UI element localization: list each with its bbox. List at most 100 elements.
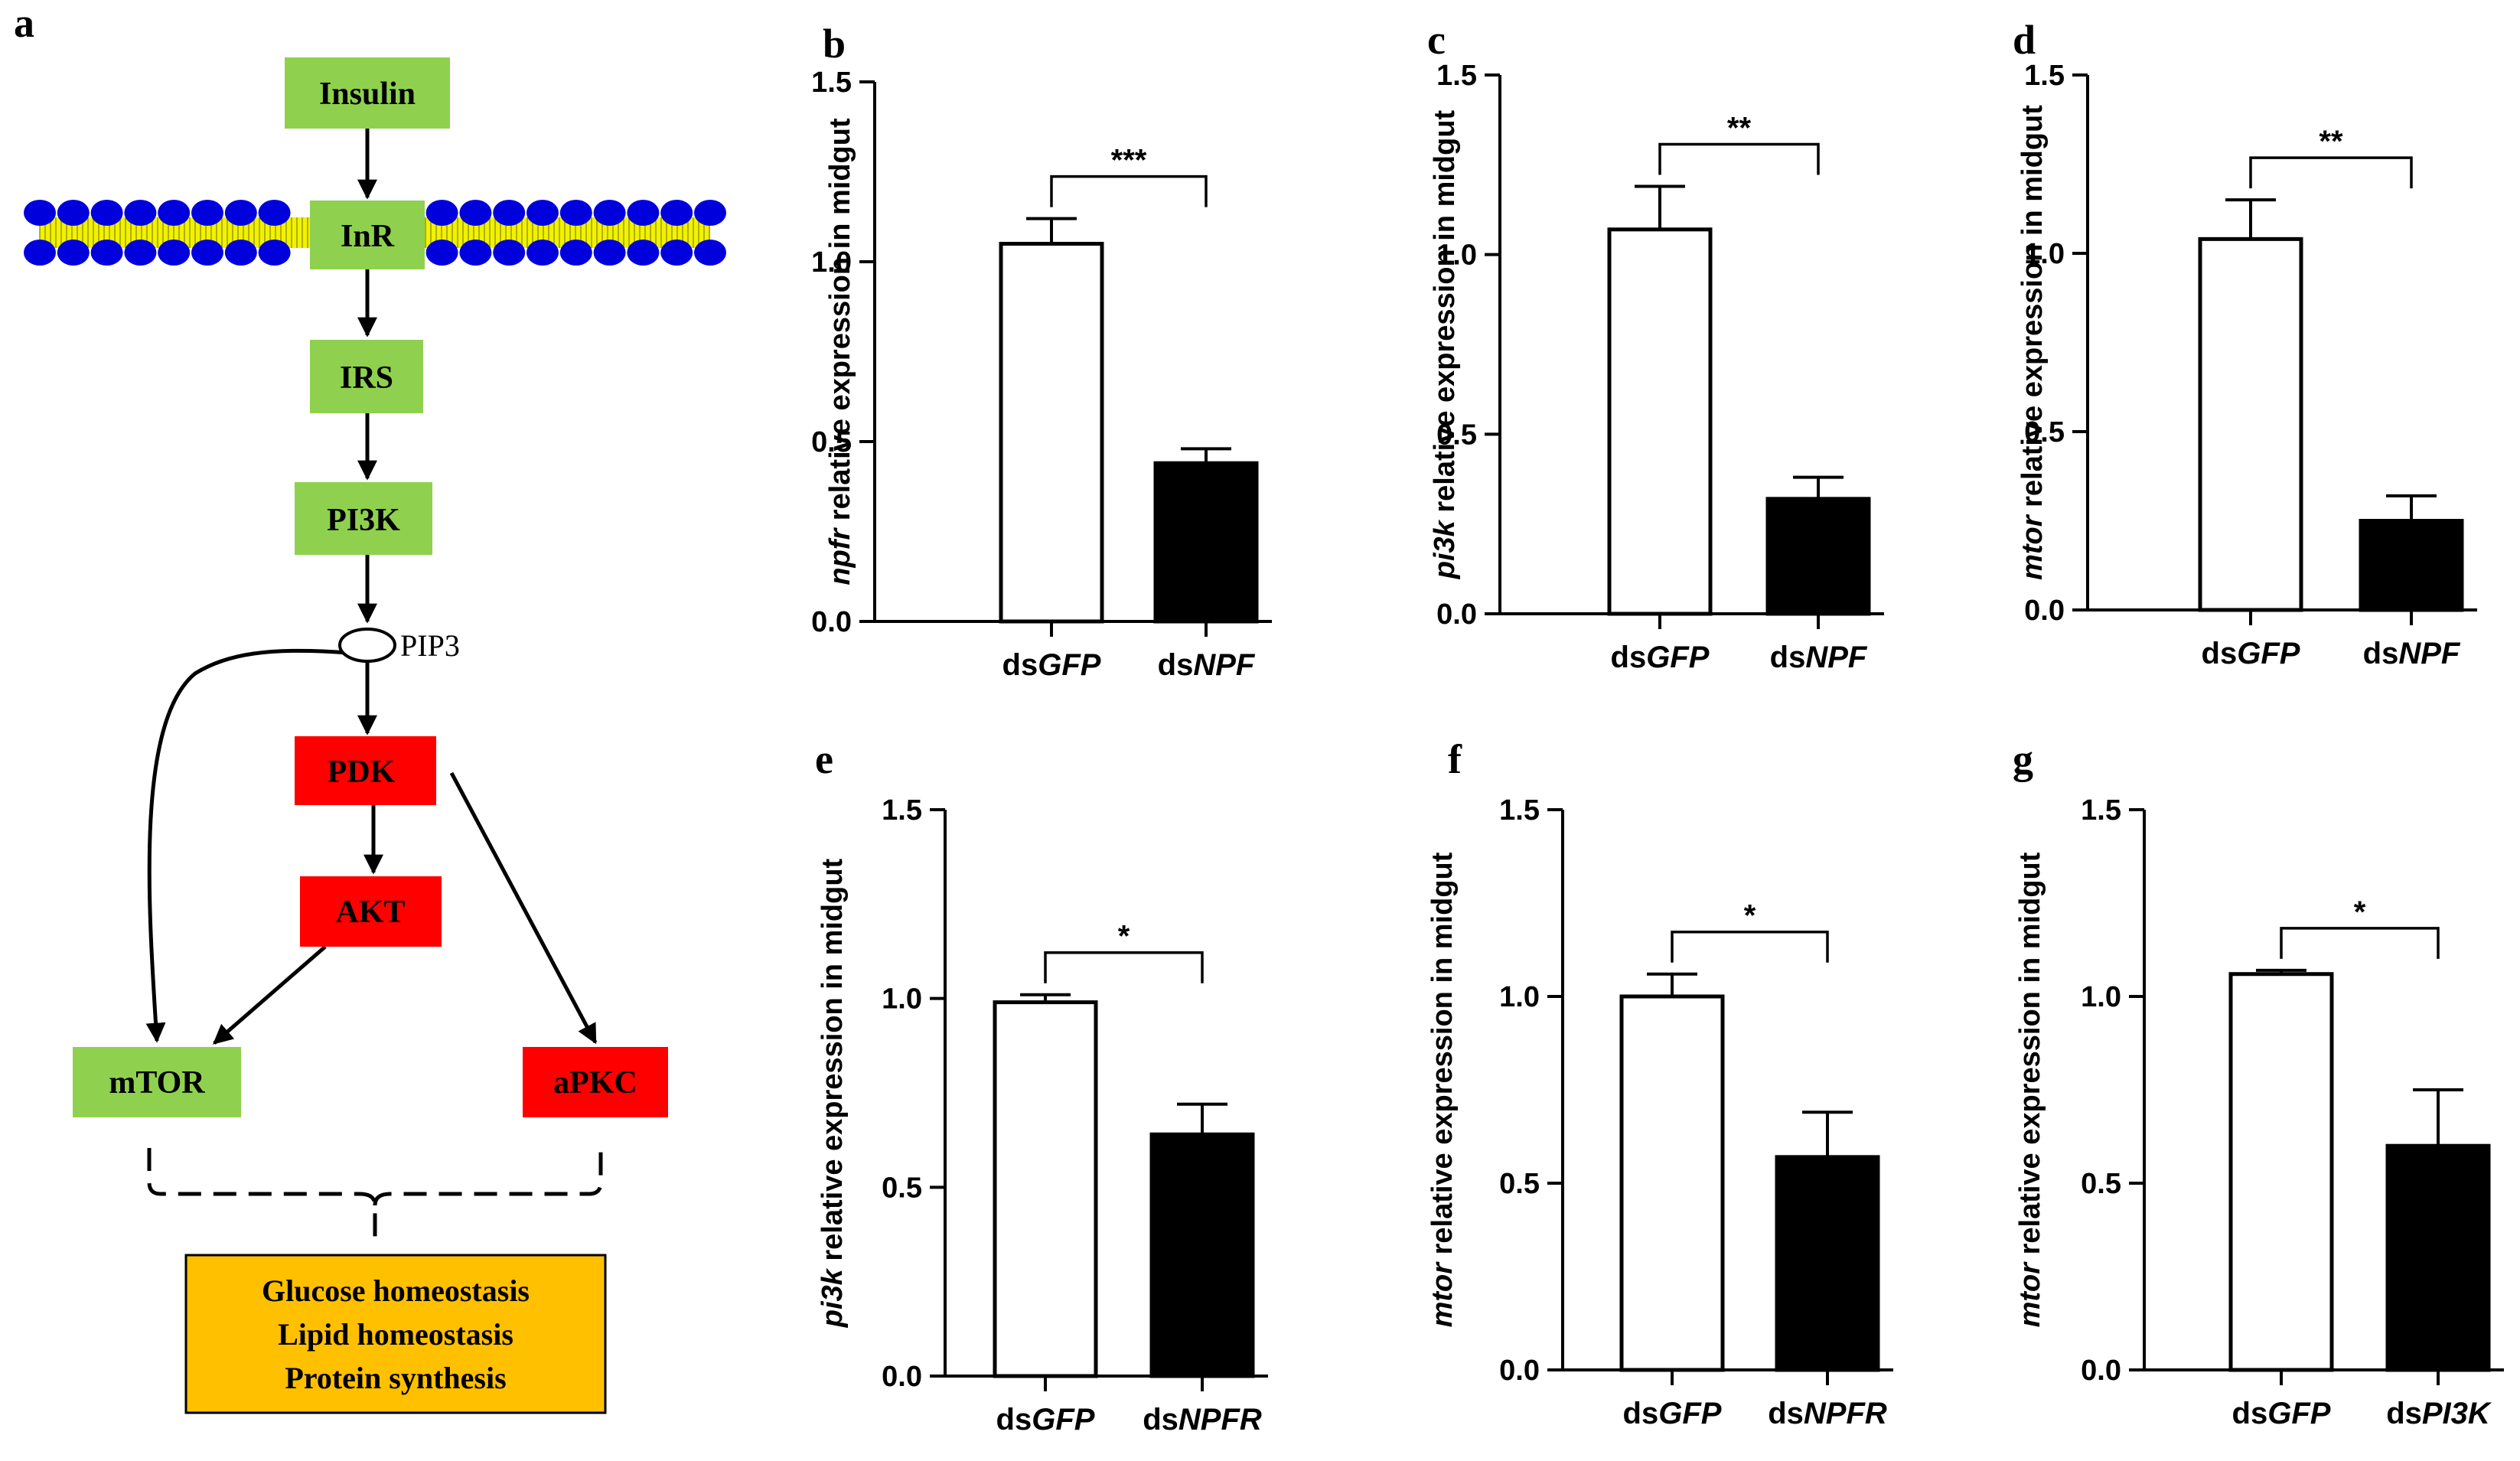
- lipid-head-top: [158, 200, 191, 226]
- node-inr: InR: [310, 201, 425, 269]
- dashed-bracket: [147, 1148, 603, 1244]
- bar-npf: [1765, 497, 1871, 616]
- x-tick-label: dsNPFR: [1143, 1403, 1262, 1437]
- panel-letter-g: g: [2013, 736, 2033, 782]
- node-irs-label: IRS: [340, 360, 393, 396]
- node-insulin: Insulin: [285, 57, 450, 129]
- node-pdk: PDK: [295, 736, 436, 805]
- panel-letter-f: f: [1448, 736, 1462, 782]
- node-akt: AKT: [300, 876, 442, 947]
- lipid-head-top: [660, 200, 693, 226]
- x-tick-label: dsPI3K: [2386, 1397, 2492, 1430]
- y-tick-label: 1.5: [811, 67, 852, 99]
- y-tick-label: 0.5: [2024, 416, 2065, 448]
- bar-pi3k: [2385, 1143, 2491, 1372]
- x-tick-label: dsNPF: [2363, 637, 2461, 670]
- significance-label: *: [1744, 899, 1756, 933]
- panel-letter-d: d: [2013, 17, 2036, 63]
- significance-label: **: [2319, 125, 2343, 158]
- lipid-head-bottom: [191, 240, 223, 266]
- node-akt-label: AKT: [335, 895, 405, 930]
- outcome-box: Glucose homeostasis Lipid homeostasis Pr…: [184, 1254, 607, 1414]
- y-tick-label: 1.5: [2081, 794, 2121, 827]
- panel-letter-b: b: [823, 21, 846, 67]
- significance-label: *: [1118, 920, 1130, 954]
- y-tick-label: 0.5: [882, 1172, 922, 1204]
- chart-g: g 0.0 0.5 1.0 1.5 mtor relative expression in…: [2013, 736, 2504, 1430]
- y-tick-label: 1.0: [882, 983, 922, 1016]
- y-tick-label: 0.0: [2081, 1355, 2121, 1387]
- lipid-head-top: [593, 200, 626, 226]
- x-tick-label: dsGFP: [1002, 648, 1101, 682]
- node-apkc-label: aPKC: [553, 1065, 637, 1101]
- y-tick-label: 1.5: [1436, 60, 1477, 92]
- panel-letter-e: e: [815, 736, 833, 782]
- bar-gfp: [993, 1000, 1098, 1378]
- y-tick-label: 1.5: [1499, 794, 1540, 827]
- y-axis-label: mtor relative expression in midgut: [2016, 105, 2049, 580]
- node-pip3: PIP3: [338, 628, 460, 663]
- lipid-head-top: [57, 200, 90, 226]
- chart-c: c 0.0 0.5 1.0 1.5 pi3k relative expression in…: [1427, 17, 1884, 674]
- significance-label: **: [1727, 111, 1752, 145]
- pathway-arrows: [145, 129, 598, 1045]
- lipid-head-bottom: [660, 240, 693, 266]
- y-tick-label: 0.5: [1499, 1168, 1540, 1200]
- lipid-head-bottom: [526, 240, 559, 266]
- y-tick-label: 0.5: [1436, 419, 1477, 451]
- chart-b: b 0.0 0.5 1.0 1.5 npfr relative expression in…: [811, 21, 1272, 682]
- bar-gfp: [999, 242, 1104, 624]
- lipid-head-top: [224, 200, 257, 226]
- y-axis-label: mtor relative expression in midgut: [2014, 852, 2046, 1327]
- y-tick-label: 1.0: [2081, 981, 2121, 1013]
- x-tick-label: dsNPFR: [1768, 1397, 1887, 1430]
- lipid-head-bottom: [459, 240, 492, 266]
- node-apkc: aPKC: [523, 1047, 668, 1117]
- panel-letter-c: c: [1427, 17, 1446, 63]
- lipid-head-top: [425, 200, 458, 226]
- x-tick-label: dsGFP: [2232, 1397, 2331, 1430]
- significance-bracket: [1044, 951, 1204, 983]
- y-tick-label: 0.0: [1499, 1355, 1540, 1387]
- lipid-head-bottom: [425, 240, 458, 266]
- pip3-lipid-shape: [338, 628, 396, 663]
- node-mtor-label: mTOR: [109, 1065, 205, 1101]
- lipid-head-top: [258, 200, 291, 226]
- lipid-head-bottom: [224, 240, 257, 266]
- y-tick-label: 0.0: [1436, 598, 1477, 631]
- outcome-lipid: Lipid homeostasis: [278, 1317, 513, 1352]
- bar-charts: b 0.0 0.5 1.0 1.5 npfr relative expression in…: [811, 17, 2504, 1437]
- significance-bracket: [1658, 142, 1820, 175]
- lipid-head-bottom: [158, 240, 191, 266]
- y-tick-label: 1.5: [882, 794, 922, 827]
- y-tick-label: 1.5: [2024, 60, 2065, 92]
- lipid-head-bottom: [593, 240, 626, 266]
- y-tick-label: 0.5: [2081, 1168, 2121, 1200]
- node-pi3k-label: PI3K: [327, 503, 400, 538]
- significance-bracket: [1671, 930, 1829, 963]
- outcome-glucose: Glucose homeostasis: [262, 1273, 530, 1308]
- bar-npf: [2359, 519, 2464, 612]
- lipid-head-bottom: [24, 240, 56, 266]
- x-tick-label: dsNPF: [1158, 648, 1256, 682]
- cell-membrane: [24, 200, 726, 266]
- lipid-head-top: [459, 200, 492, 226]
- y-tick-label: 1.0: [2024, 238, 2065, 270]
- arrow-pip3-mtor: [145, 648, 349, 1043]
- significance-label: *: [2354, 895, 2366, 929]
- bar-npfr: [1149, 1132, 1255, 1378]
- y-axis-label: npfr relative expression in midgut: [824, 118, 856, 585]
- node-pdk-label: PDK: [328, 755, 396, 790]
- y-tick-label: 0.5: [811, 426, 852, 458]
- node-pi3k: PI3K: [295, 482, 432, 555]
- chart-d: d 0.0 0.5 1.0 1.5 mtor relative expression in…: [2013, 17, 2477, 670]
- bar-gfp: [1619, 994, 1725, 1372]
- lipid-head-bottom: [694, 240, 726, 266]
- y-tick-label: 1.0: [811, 246, 852, 279]
- y-tick-label: 0.0: [2024, 595, 2065, 627]
- node-pip3-label: PIP3: [400, 628, 460, 663]
- x-tick-label: dsGFP: [1623, 1397, 1722, 1430]
- lipid-head-top: [124, 200, 157, 226]
- bar-gfp: [2198, 236, 2303, 612]
